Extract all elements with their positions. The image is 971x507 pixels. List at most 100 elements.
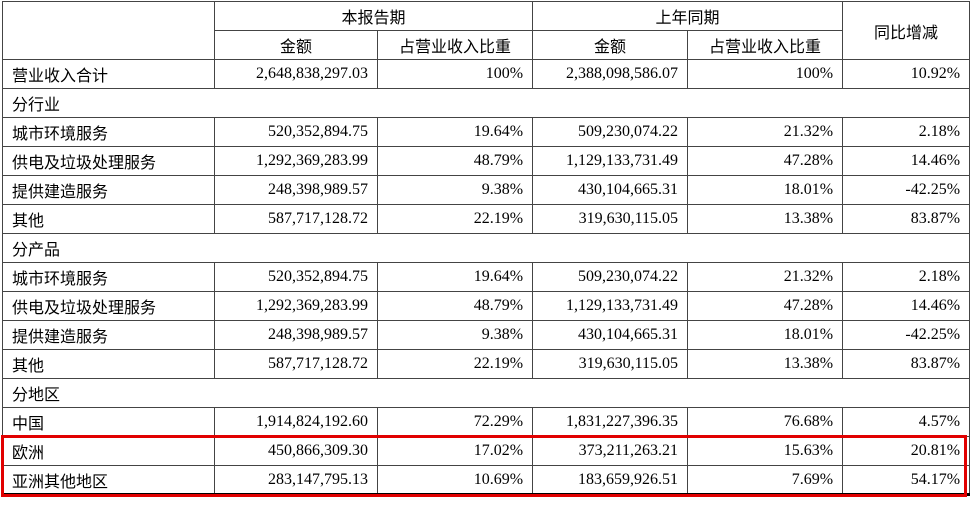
row-label: 其他 [2,204,215,234]
prior-pct: 18.01% [687,320,844,350]
yoy-change: 14.46% [842,291,971,321]
header-prior-period: 上年同期 [532,1,844,31]
current-amount: 587,717,128.72 [214,349,378,379]
section-label: 分地区 [1,378,971,408]
prior-pct: 76.68% [687,407,844,437]
current-pct: 17.02% [376,436,534,466]
prior-amount: 319,630,115.05 [532,349,689,379]
table-row: 其他 587,717,128.72 22.19% 319,630,115.05 13.3… [2,204,971,234]
section-row: 分产品 [1,233,971,263]
current-pct: 9.38% [376,175,534,205]
section-label: 分产品 [1,233,971,263]
row-label: 营业收入合计 [2,59,215,89]
table-row: 其他 587,717,128.72 22.19% 319,630,115.05 13.3… [2,349,971,379]
current-amount: 2,648,838,297.03 [214,59,378,89]
corner-cell [2,1,215,60]
section-row: 分地区 [1,378,971,408]
row-label: 亚洲其他地区 [2,465,215,495]
table-row: 供电及垃圾处理服务 1,292,369,283.99 48.79% 1,129,133… [2,291,971,321]
current-amount: 520,352,894.75 [214,117,378,147]
yoy-change: 4.57% [842,407,971,437]
table-row: 提供建造服务 248,398,989.57 9.38% 430,104,665.31 1… [2,320,971,350]
table-row: 欧洲 450,866,309.30 17.02% 373,211,263.21 15.6… [2,436,971,466]
current-amount: 1,914,824,192.60 [214,407,378,437]
yoy-change: 2.18% [842,117,971,147]
current-pct: 72.29% [376,407,534,437]
table-row: 供电及垃圾处理服务 1,292,369,283.99 48.79% 1,129,133… [2,146,971,176]
current-amount: 1,292,369,283.99 [214,291,378,321]
current-pct: 22.19% [376,349,534,379]
current-pct: 19.64% [376,117,534,147]
current-amount: 587,717,128.72 [214,204,378,234]
prior-amount: 2,388,098,586.07 [532,59,689,89]
prior-pct: 47.28% [687,291,844,321]
prior-amount: 319,630,115.05 [532,204,689,234]
table-body: 营业收入合计 2,648,838,297.03 100% 2,388,098,586.… [1,59,971,495]
current-amount: 283,147,795.13 [214,465,378,495]
current-amount: 248,398,989.57 [214,320,378,350]
prior-pct: 21.32% [687,117,844,147]
prior-pct: 13.38% [687,349,844,379]
yoy-change: 83.87% [842,349,971,379]
row-label: 中国 [2,407,215,437]
current-pct: 9.38% [376,320,534,350]
yoy-change: -42.25% [842,320,971,350]
prior-amount: 430,104,665.31 [532,175,689,205]
header-current-period: 本报告期 [213,1,534,31]
table-row: 城市环境服务 520,352,894.75 19.64% 509,230,074.22… [2,262,971,292]
current-amount: 1,292,369,283.99 [214,146,378,176]
header-pct-current: 占营业收入比重 [376,30,534,60]
current-pct: 10.69% [376,465,534,495]
prior-amount: 1,129,133,731.49 [532,146,689,176]
row-label: 供电及垃圾处理服务 [2,291,215,321]
table-row: 中国 1,914,824,192.60 72.29% 1,831,227,396.35… [2,407,971,437]
prior-pct: 18.01% [687,175,844,205]
current-pct: 48.79% [376,291,534,321]
row-label: 提供建造服务 [2,320,215,350]
current-pct: 48.79% [376,146,534,176]
header-yoy-change: 同比增减 [842,1,971,60]
row-label: 供电及垃圾处理服务 [2,146,215,176]
prior-pct: 100% [687,59,844,89]
current-pct: 19.64% [376,262,534,292]
prior-amount: 430,104,665.31 [532,320,689,350]
prior-amount: 509,230,074.22 [532,262,689,292]
row-label: 其他 [2,349,215,379]
header-row-columns: 金额 占营业收入比重 金额 占营业收入比重 [3,30,970,60]
prior-pct: 7.69% [687,465,844,495]
prior-amount: 1,129,133,731.49 [532,291,689,321]
prior-pct: 13.38% [687,204,844,234]
prior-amount: 183,659,926.51 [532,465,689,495]
yoy-change: 2.18% [842,262,971,292]
yoy-change: 20.81% [842,436,971,466]
row-label: 提供建造服务 [2,175,215,205]
prior-pct: 47.28% [687,146,844,176]
header-row-groups: 本报告期 上年同期 同比增减 [2,1,971,60]
row-label: 城市环境服务 [2,262,215,292]
current-pct: 22.19% [376,204,534,234]
revenue-breakdown-table: 本报告期 上年同期 同比增减 金额 占营业收入比重 金额 占营业收入比重 营业收… [1,1,971,496]
prior-pct: 21.32% [687,262,844,292]
section-row: 分行业 [1,88,971,118]
prior-amount: 373,211,263.21 [532,436,689,466]
yoy-change: -42.25% [842,175,971,205]
header-amount-prior: 金额 [532,30,689,60]
prior-amount: 1,831,227,396.35 [532,407,689,437]
table-header: 本报告期 上年同期 同比增减 金额 占营业收入比重 金额 占营业收入比重 [2,1,971,60]
header-amount-current: 金额 [214,30,378,60]
table-row: 城市环境服务 520,352,894.75 19.64% 509,230,074.22… [2,117,971,147]
prior-amount: 509,230,074.22 [532,117,689,147]
row-label: 城市环境服务 [2,117,215,147]
row-label: 欧洲 [2,436,215,466]
table-row: 亚洲其他地区 283,147,795.13 10.69% 183,659,926.51… [2,465,971,495]
header-pct-prior: 占营业收入比重 [687,30,844,60]
current-amount: 450,866,309.30 [214,436,378,466]
current-amount: 520,352,894.75 [214,262,378,292]
yoy-change: 83.87% [842,204,971,234]
table-row: 提供建造服务 248,398,989.57 9.38% 430,104,665.31 1… [2,175,971,205]
section-label: 分行业 [1,88,971,118]
yoy-change: 54.17% [842,465,971,495]
table-row: 营业收入合计 2,648,838,297.03 100% 2,388,098,586.… [2,59,971,89]
current-amount: 248,398,989.57 [214,175,378,205]
